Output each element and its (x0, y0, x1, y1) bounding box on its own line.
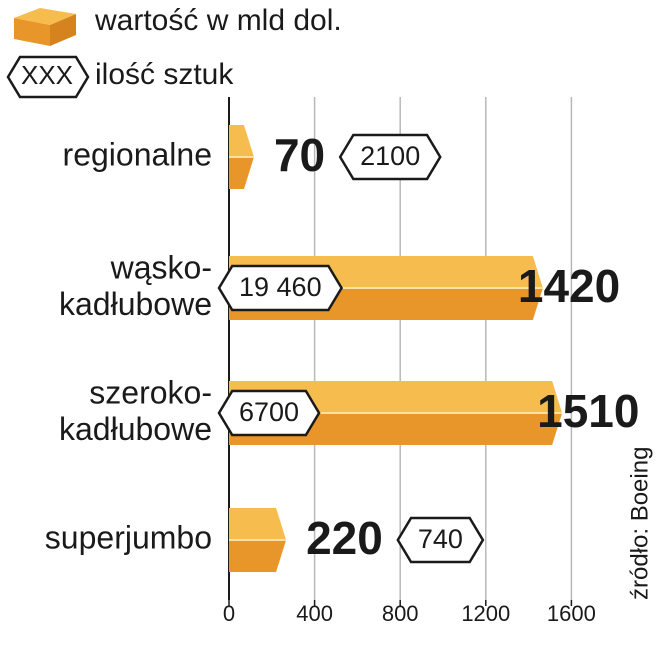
value-label: 220 (306, 512, 383, 564)
bar-top (229, 508, 287, 540)
legend-swatch-front (14, 18, 50, 46)
legend-marker (6, 55, 90, 99)
x-tick-label: 1200 (461, 601, 510, 626)
legend-label: ilość sztuk (95, 58, 234, 91)
value-label: 1420 (518, 260, 620, 312)
count-label: 6700 (239, 397, 299, 427)
category-label: wąsko-kadłubowe (59, 250, 212, 323)
legend: wartość w mld dol. XXX ilość sztuk (6, 4, 342, 99)
category-label: regionalne (63, 136, 212, 172)
count-marker (396, 516, 485, 564)
count-marker (217, 264, 344, 312)
count-label: 740 (418, 524, 463, 554)
legend-swatch-top (14, 8, 76, 25)
count-label: 19 460 (239, 272, 322, 302)
bar-top (229, 125, 254, 157)
bar (229, 125, 254, 189)
category-label: szeroko-kadłubowe (59, 375, 212, 448)
bar-bottom (229, 157, 254, 189)
x-tick-label: 400 (296, 601, 333, 626)
legend-marker-label: XXX (21, 60, 73, 90)
x-tick-label: 1600 (547, 601, 596, 626)
count-label: 2100 (360, 141, 420, 171)
x-tick-label: 0 (223, 601, 235, 626)
bar-bottom (229, 540, 287, 572)
value-label: 70 (274, 129, 325, 181)
legend-swatch-side (50, 14, 76, 46)
source: źródło: Boeing (626, 447, 653, 600)
x-tick-label: 800 (382, 601, 419, 626)
bar (229, 508, 287, 572)
category-label: superjumbo (45, 519, 212, 555)
legend-label: wartość w mld dol. (94, 4, 342, 37)
count-marker (338, 133, 442, 181)
value-label: 1510 (537, 385, 639, 437)
count-marker (217, 389, 321, 437)
